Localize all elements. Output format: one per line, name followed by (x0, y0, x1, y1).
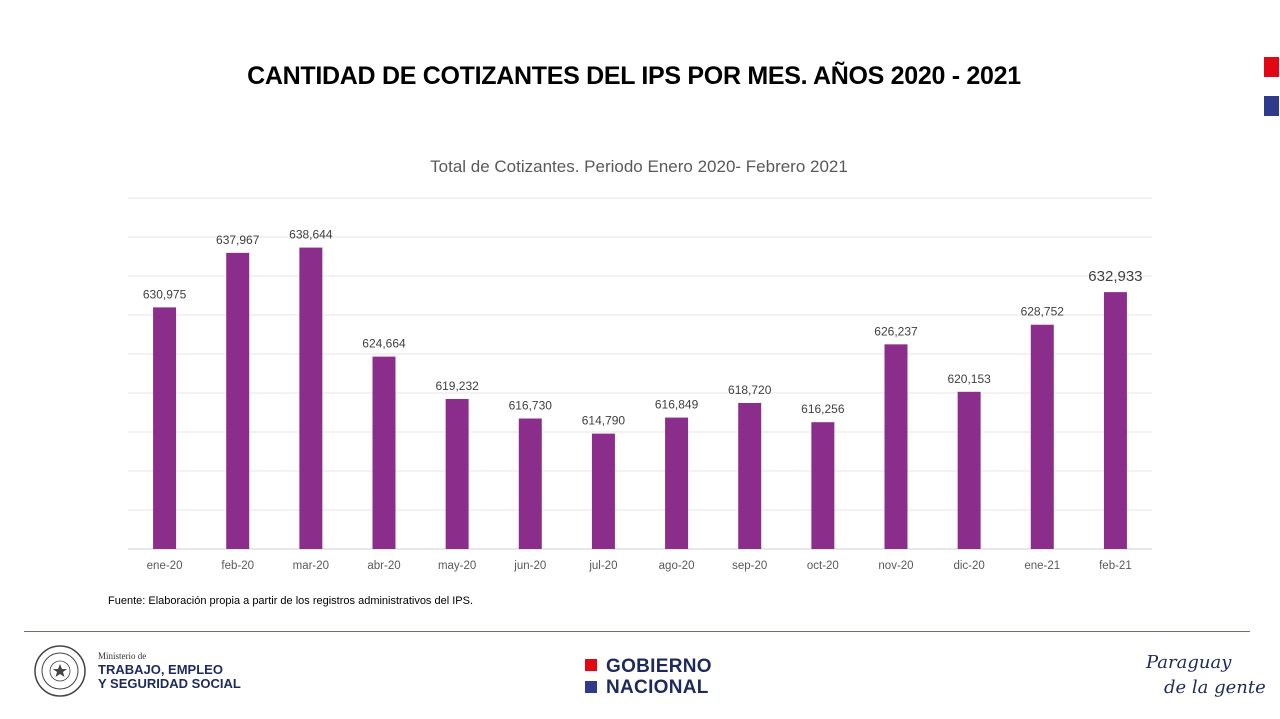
ministry-prefix: Ministerio de (98, 651, 147, 661)
x-tick-label: feb-21 (1099, 560, 1132, 572)
data-label: 632,933 (1088, 268, 1142, 285)
data-label: 620,153 (947, 372, 991, 386)
flag-red-square (1264, 57, 1279, 77)
ministry-name-line2: Y SEGURIDAD SOCIAL (98, 676, 241, 691)
data-label: 616,730 (509, 399, 553, 413)
x-tick-label: sep-20 (732, 560, 767, 572)
gobierno-line1: GOBIERNO (606, 656, 712, 677)
chart-title: Total de Cotizantes. Periodo Enero 2020-… (430, 157, 848, 176)
x-tick-label: oct-20 (807, 560, 839, 572)
bar (372, 356, 396, 549)
data-label: 626,237 (874, 324, 918, 338)
bar (153, 307, 177, 549)
data-label: 618,720 (728, 383, 772, 397)
data-label: 637,967 (216, 233, 260, 247)
data-label: 628,752 (1021, 305, 1065, 319)
gobierno-red-square-icon (585, 659, 597, 671)
bar (591, 433, 615, 549)
x-tick-label: may-20 (438, 560, 476, 572)
bar (738, 402, 762, 549)
bar (665, 417, 689, 549)
x-tick-label: ago-20 (659, 560, 695, 572)
x-tick-label: ene-20 (147, 560, 183, 572)
bar (226, 252, 250, 549)
x-tick-label: abr-20 (367, 560, 400, 572)
data-label: 614,790 (582, 414, 626, 428)
source-note: Fuente: Elaboración propia a partir de l… (108, 595, 474, 607)
data-label: 638,644 (289, 228, 333, 242)
ministry-name-line1: TRABAJO, EMPLEO (98, 662, 223, 677)
brand-line1: Paraguay (1146, 652, 1232, 673)
bar (445, 398, 469, 549)
national-seal-icon (34, 645, 86, 697)
bar (1030, 324, 1054, 549)
data-label: 630,975 (143, 287, 187, 301)
bar (299, 247, 323, 550)
bar (811, 422, 835, 549)
data-label: 624,664 (362, 337, 406, 351)
x-tick-label: mar-20 (293, 560, 329, 572)
x-tick-label: ene-21 (1024, 560, 1060, 572)
x-tick-label: feb-20 (221, 560, 254, 572)
footer-divider (24, 631, 1250, 632)
bar (884, 344, 908, 549)
x-tick-label: dic-20 (953, 560, 984, 572)
flag-blue-square (1264, 96, 1279, 116)
bar (1103, 292, 1127, 549)
data-label: 616,256 (801, 402, 845, 416)
x-tick-label: jul-20 (588, 560, 617, 572)
page-title: CANTIDAD DE COTIZANTES DEL IPS POR MES. … (247, 62, 1021, 90)
bar (518, 418, 542, 549)
data-label: 619,232 (435, 379, 479, 393)
gobierno-line2: NACIONAL (606, 677, 709, 698)
gobierno-blue-square-icon (585, 681, 597, 693)
x-tick-label: nov-20 (878, 560, 913, 572)
data-label: 616,849 (655, 398, 699, 412)
x-tick-label: jun-20 (513, 560, 546, 572)
bar (957, 391, 981, 549)
brand-line2: de la gente (1164, 677, 1266, 698)
